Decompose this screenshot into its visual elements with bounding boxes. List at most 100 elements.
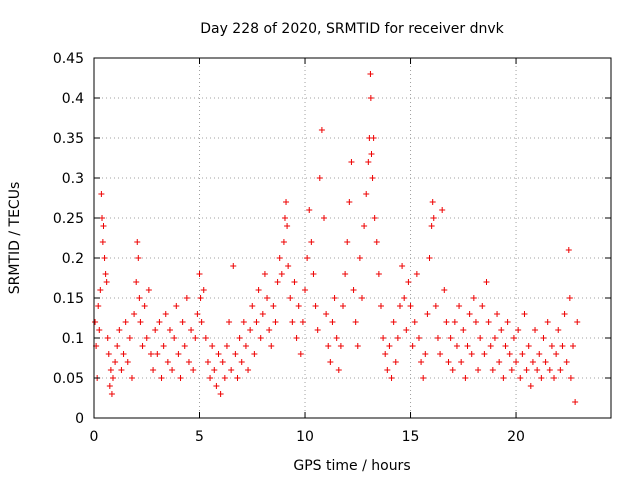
data-point (523, 367, 530, 373)
data-point (570, 343, 577, 349)
data-point (468, 351, 475, 357)
data-point (124, 359, 131, 365)
data-point (449, 367, 456, 373)
data-point (147, 351, 154, 357)
x-tick-labels: 0 5 10 15 20 (90, 429, 525, 445)
data-point (407, 303, 414, 309)
data-point (109, 375, 116, 381)
data-point (485, 319, 492, 325)
data-point (451, 319, 458, 325)
data-point (297, 351, 304, 357)
data-point (200, 287, 207, 293)
y-tick-label: 0.1 (62, 331, 84, 347)
data-point (361, 223, 368, 229)
data-point (96, 327, 103, 333)
data-point (280, 239, 287, 245)
data-point (270, 303, 277, 309)
y-tick-label: 0 (75, 411, 84, 427)
data-points (92, 71, 581, 405)
data-point (542, 359, 549, 365)
data-point (401, 295, 408, 301)
data-point (261, 271, 268, 277)
data-point (481, 351, 488, 357)
data-point (513, 359, 520, 365)
data-point (196, 271, 203, 277)
data-point (487, 343, 494, 349)
data-point (453, 343, 460, 349)
data-point (384, 367, 391, 373)
x-tick-label: 0 (90, 429, 99, 445)
data-point (510, 335, 517, 341)
data-point (306, 207, 313, 213)
data-point (156, 319, 163, 325)
data-point (475, 367, 482, 373)
data-point (101, 255, 108, 261)
data-point (498, 327, 505, 333)
data-point (434, 335, 441, 341)
data-point (232, 351, 239, 357)
data-point (424, 311, 431, 317)
data-point (472, 319, 479, 325)
data-point (99, 215, 106, 221)
data-point (367, 71, 374, 77)
data-point (405, 279, 412, 285)
data-point (356, 255, 363, 261)
data-point (483, 279, 490, 285)
data-point (228, 367, 235, 373)
data-point (276, 255, 283, 261)
data-point (255, 287, 262, 293)
data-point (428, 223, 435, 229)
data-point (491, 335, 498, 341)
data-point (211, 367, 218, 373)
data-point (333, 335, 340, 341)
data-point (479, 303, 486, 309)
data-point (116, 327, 123, 333)
data-point (380, 335, 387, 341)
y-tick-label: 0.3 (62, 171, 84, 187)
data-point (215, 351, 222, 357)
data-point (143, 335, 150, 341)
data-point (190, 367, 197, 373)
data-point (358, 295, 365, 301)
data-point (221, 375, 228, 381)
data-point (135, 255, 142, 261)
x-tick-label: 15 (402, 429, 420, 445)
data-point (171, 335, 178, 341)
data-point (283, 199, 290, 205)
data-point (337, 343, 344, 349)
data-point (447, 335, 454, 341)
data-point (310, 271, 317, 277)
data-point (166, 327, 173, 333)
data-point (529, 359, 536, 365)
data-point (342, 271, 349, 277)
data-point (120, 351, 127, 357)
data-point (377, 303, 384, 309)
data-point (413, 271, 420, 277)
data-point (489, 367, 496, 373)
data-point (245, 367, 252, 373)
data-point (553, 351, 560, 357)
data-point (370, 135, 377, 141)
data-point (316, 175, 323, 181)
y-tick-label: 0.4 (62, 91, 84, 107)
data-point (281, 215, 288, 221)
data-point (346, 199, 353, 205)
data-point (445, 359, 452, 365)
y-tick-label: 0.45 (53, 51, 84, 67)
data-point (99, 239, 106, 245)
data-point (540, 335, 547, 341)
data-point (259, 311, 266, 317)
data-point (107, 367, 114, 373)
data-point (207, 375, 214, 381)
data-point (291, 279, 298, 285)
data-point (213, 383, 220, 389)
data-point (371, 215, 378, 221)
data-point (544, 319, 551, 325)
data-point (504, 319, 511, 325)
data-point (565, 247, 572, 253)
data-point (128, 375, 135, 381)
data-point (460, 327, 467, 333)
data-point (508, 367, 515, 373)
data-point (299, 319, 306, 325)
data-point (251, 351, 258, 357)
